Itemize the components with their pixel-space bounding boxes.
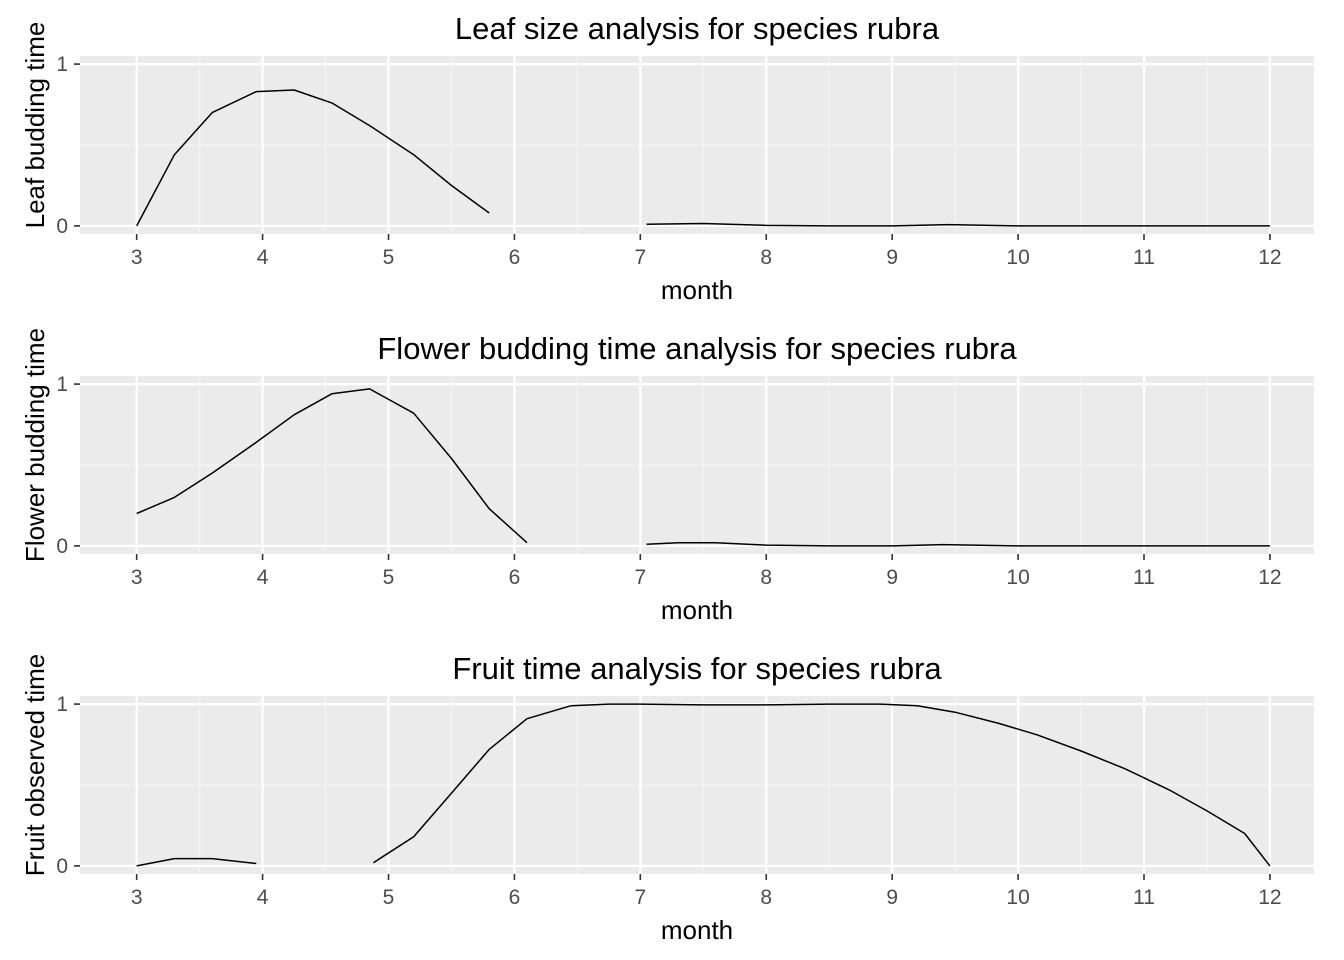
x-tick-label: 5 (383, 566, 395, 589)
chart-panel-3: 3 4 5 6 7 8 9 10 11 12 0 1 Fruit time analysis for s… (20, 651, 1314, 945)
x-tick-label: 9 (886, 566, 898, 589)
x-tick-label: 10 (1006, 246, 1029, 269)
x-tick-label: 11 (1133, 566, 1155, 589)
x-tick-label: 5 (383, 886, 395, 909)
series-line-segment (646, 222, 1270, 227)
x-axis-title: month (661, 275, 733, 305)
chart-title: Flower budding time analysis for species… (377, 331, 1017, 366)
x-tick-label: 8 (760, 886, 772, 909)
x-tick-label: 5 (383, 246, 395, 269)
y-tick-label: 0 (56, 855, 68, 878)
x-tick-label: 7 (634, 566, 646, 589)
x-tick-label: 10 (1006, 566, 1029, 589)
x-tick-label: 10 (1006, 886, 1029, 909)
x-tick-label: 9 (886, 886, 898, 909)
series-line-segment (136, 388, 528, 544)
y-tick-label: 1 (56, 53, 68, 76)
x-axis-title: month (661, 915, 733, 945)
x-axis-title: month (661, 595, 733, 625)
x-tick-label: 8 (760, 246, 772, 269)
x-tick-label: 11 (1133, 886, 1155, 909)
x-tick-label: 6 (509, 246, 521, 269)
y-axis-title: Leaf budding time (20, 22, 50, 229)
x-tick-label: 9 (886, 246, 898, 269)
y-tick-label: 0 (56, 535, 68, 558)
chart-panel-2: 3 4 5 6 7 8 9 10 11 12 0 1 Flower budding time analy… (20, 328, 1314, 625)
x-tick-label: 8 (760, 566, 772, 589)
chart-panel-1: 3 4 5 6 7 8 9 10 11 12 0 1 Leaf size analysis for sp… (20, 11, 1314, 305)
x-tick-label: 12 (1258, 886, 1281, 909)
y-axis-title: Fruit observed time (20, 654, 50, 877)
chart-title: Leaf size analysis for species rubra (455, 11, 940, 46)
y-tick-label: 1 (56, 373, 68, 396)
series-line-segment (372, 703, 1271, 867)
x-tick-label: 6 (509, 566, 521, 589)
series-line-segment (646, 541, 1270, 547)
x-tick-label: 6 (509, 886, 521, 909)
y-axis-title: Flower budding time (20, 328, 50, 562)
x-tick-label: 7 (634, 886, 646, 909)
y-tick-label: 1 (56, 693, 68, 716)
series-line-segment (136, 857, 257, 867)
chart-title: Fruit time analysis for species rubra (452, 651, 942, 686)
x-tick-label: 12 (1258, 566, 1281, 589)
x-tick-label: 3 (131, 246, 143, 269)
x-tick-label: 4 (257, 566, 269, 589)
x-tick-label: 4 (257, 246, 269, 269)
x-tick-label: 3 (131, 886, 143, 909)
x-tick-label: 4 (257, 886, 269, 909)
x-tick-label: 7 (634, 246, 646, 269)
series-line-segment (136, 89, 490, 227)
x-tick-label: 11 (1133, 246, 1155, 269)
x-tick-label: 12 (1258, 246, 1281, 269)
y-tick-label: 0 (56, 215, 68, 238)
x-tick-label: 3 (131, 566, 143, 589)
